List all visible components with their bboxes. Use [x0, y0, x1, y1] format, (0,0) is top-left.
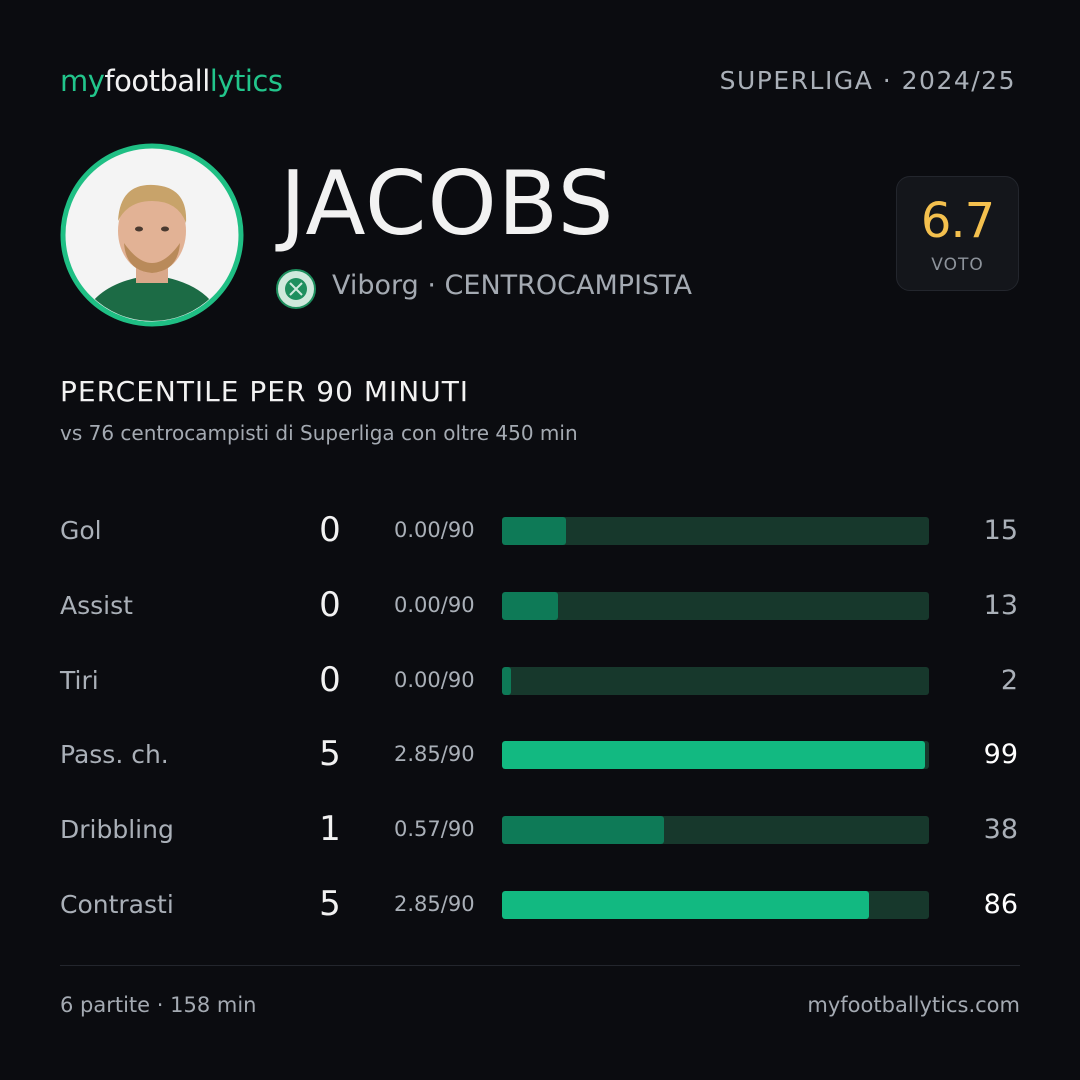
rating-value: 6.7: [920, 193, 995, 249]
bar-track: [502, 741, 929, 770]
logo-part: lytics: [209, 64, 283, 98]
divider: [60, 965, 1020, 966]
percentile-value: 38: [983, 814, 1018, 846]
stat-label: Assist: [60, 590, 133, 620]
bar-track: [502, 517, 929, 545]
stat-label: Dribbling: [60, 815, 174, 845]
stat-count: 0: [319, 584, 341, 625]
section-title: PERCENTILE PER 90 MINUTI: [60, 375, 470, 408]
percentile-value: 15: [983, 515, 1018, 546]
footer-stats: 6 partite · 158 min: [60, 993, 257, 1017]
player-name: JACOBS: [280, 152, 615, 255]
stat-per90: 0.00/90: [394, 667, 475, 692]
bar-track: [502, 891, 929, 919]
stat-per90: 2.85/90: [394, 742, 475, 767]
percentile-bar: [502, 517, 567, 545]
percentile-bar: [502, 816, 665, 845]
percentile-value: 86: [983, 889, 1018, 920]
club-badge: [276, 269, 316, 309]
rating-label: VOTO: [931, 255, 984, 275]
logo-part: football: [104, 64, 210, 98]
footer-site: myfootballytics.com: [807, 993, 1020, 1017]
logo-part: my: [60, 64, 105, 98]
percentile-value: 2: [1000, 664, 1018, 696]
stat-count: 0: [319, 510, 341, 550]
percentile-value: 13: [983, 589, 1018, 621]
league-season: SUPERLIGA · 2024/25: [719, 66, 1016, 95]
percentile-bar: [502, 591, 558, 620]
stat-label: Tiri: [60, 665, 99, 695]
bar-track: [502, 591, 929, 620]
stat-count: 5: [319, 884, 341, 924]
bar-track: [502, 816, 929, 845]
rating-box: 6.7 VOTO: [896, 176, 1019, 291]
percentile-bar: [502, 666, 511, 695]
stat-label: Contrasti: [60, 890, 174, 919]
stat-count: 0: [319, 659, 341, 700]
stat-per90: 0.57/90: [394, 817, 475, 842]
percentile-bar: [502, 741, 925, 770]
percentile-value: 99: [983, 739, 1018, 771]
stat-per90: 2.85/90: [394, 892, 475, 916]
player-photo: [60, 143, 244, 327]
stat-per90: 0.00/90: [394, 518, 475, 542]
stat-count: 1: [319, 809, 341, 850]
logo: myfootballlytics: [60, 64, 283, 98]
stat-label: Pass. ch.: [60, 740, 169, 770]
stat-label: Gol: [60, 516, 102, 545]
bar-track: [502, 666, 929, 695]
percentile-bar: [502, 891, 870, 919]
stat-per90: 0.00/90: [394, 592, 475, 617]
club-role: Viborg · CENTROCAMPISTA: [332, 270, 693, 301]
section-subtitle: vs 76 centrocampisti di Superliga con ol…: [60, 421, 578, 445]
stat-count: 5: [319, 734, 341, 775]
